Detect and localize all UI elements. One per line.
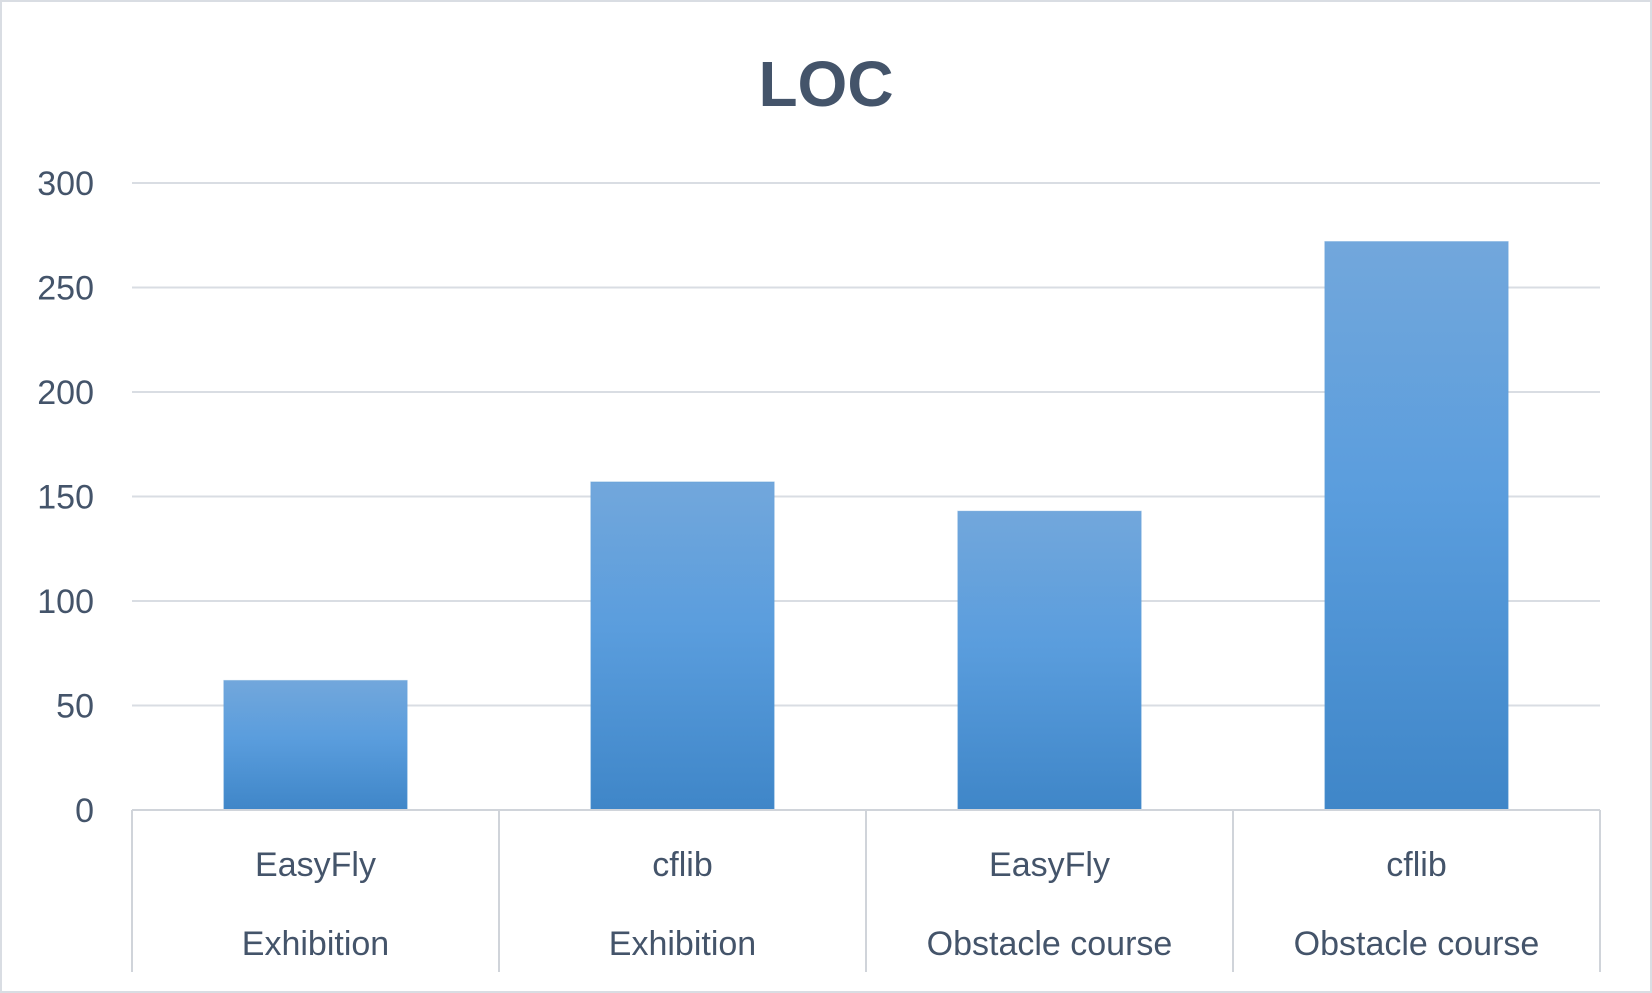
x-tick-label: cflib (1386, 846, 1446, 884)
y-tick-label: 0 (75, 792, 94, 830)
bar (957, 510, 1142, 811)
y-tick-label: 250 (37, 270, 94, 308)
x-group-label: Obstacle course (1294, 925, 1540, 963)
bar (223, 679, 408, 811)
x-tick-label: EasyFly (989, 846, 1110, 884)
y-tick-label: 300 (37, 165, 94, 203)
x-tick-label: cflib (652, 846, 712, 884)
y-tick-label: 150 (37, 479, 94, 517)
y-tick-label: 100 (37, 583, 94, 621)
x-group-label: Exhibition (609, 925, 756, 963)
x-group-label: Obstacle course (927, 925, 1173, 963)
x-group-label: Exhibition (242, 925, 389, 963)
chart-title: LOC (758, 48, 893, 120)
y-tick-label: 200 (37, 374, 94, 412)
bar (1324, 241, 1509, 811)
bar (590, 481, 775, 811)
y-tick-label: 50 (56, 688, 94, 726)
y-axis-tick-labels: 0 50 100 150 200 250 300 (37, 165, 94, 830)
x-axis: EasyFly Exhibition cflib Exhibition EasyFly O… (131, 809, 1601, 972)
x-tick-label: EasyFly (255, 846, 376, 884)
bars (223, 241, 1509, 811)
